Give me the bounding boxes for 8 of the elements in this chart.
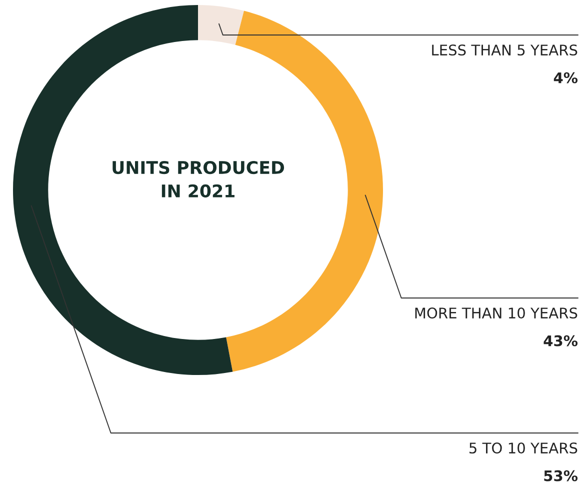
- donut-slice: [198, 5, 244, 45]
- data-label: 53%: [544, 470, 578, 482]
- slice-label: MORE THAN 10 YEARS: [415, 308, 578, 319]
- text: UNITS PRODUCED IN 2021: [112, 160, 284, 198]
- data-label: 4%: [554, 72, 578, 84]
- slice-label: LESS THAN 5 YEARS: [432, 44, 578, 56]
- slice-label: 5 TO 10 YEARS: [470, 442, 578, 454]
- data-label: 43%: [544, 335, 578, 346]
